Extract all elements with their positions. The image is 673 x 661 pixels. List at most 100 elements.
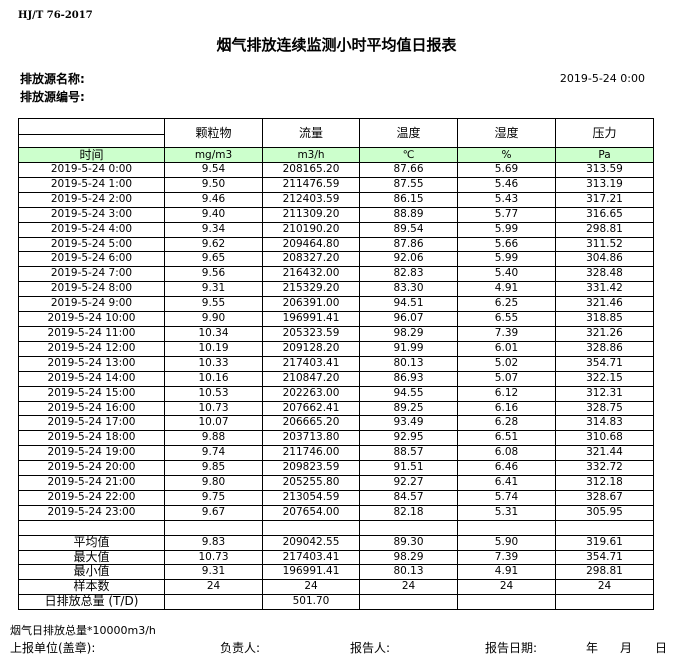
- value-cell: 9.80: [164, 475, 263, 491]
- value-cell: 91.99: [359, 340, 458, 357]
- value-cell: 305.95: [555, 504, 654, 521]
- value-cell: 10.16: [164, 370, 263, 387]
- unit-cell: %: [457, 147, 556, 163]
- value-cell: 217403.41: [262, 355, 360, 372]
- value-cell: 82.18: [359, 504, 458, 521]
- table-row: 2019-5-24 19:00 9.74 211746.00 88.57 6.08 321…: [18, 445, 654, 462]
- value-cell: 10.73: [164, 400, 263, 417]
- value-cell: 87.66: [359, 162, 458, 178]
- source-number-label: 排放源编号:: [20, 90, 85, 104]
- value-cell: 6.01: [457, 340, 556, 357]
- row-label-cell: 2019-5-24 10:00: [18, 311, 165, 327]
- value-cell: [164, 594, 263, 611]
- value-cell: 24: [164, 579, 263, 596]
- value-cell: [164, 519, 263, 536]
- value-cell: 208327.20: [262, 251, 360, 268]
- value-cell: 6.28: [457, 415, 556, 432]
- value-cell: 209042.55: [262, 534, 360, 551]
- table-row: 2019-5-24 23:00 9.67 207654.00 82.18 5.31 305…: [18, 504, 654, 521]
- value-cell: 212403.59: [262, 191, 360, 208]
- value-cell: 332.72: [555, 460, 654, 477]
- value-cell: 9.65: [164, 251, 263, 268]
- reporting-unit-label: 上报单位(盖章):: [10, 641, 96, 655]
- value-cell: 206391.00: [262, 296, 360, 313]
- value-cell: [359, 594, 458, 611]
- row-label-cell: 最小值: [18, 564, 165, 581]
- summary-row: 最小值 9.31 196991.41 80.13 4.91 298.81: [18, 564, 654, 581]
- table-row: 2019-5-24 4:00 9.34 210190.20 89.54 5.99 298.…: [18, 221, 654, 238]
- value-cell: 328.86: [555, 340, 654, 357]
- value-cell: 209128.20: [262, 340, 360, 357]
- value-cell: 4.91: [457, 281, 556, 298]
- table-row: 2019-5-24 18:00 9.88 203713.80 92.95 6.51 310…: [18, 430, 654, 447]
- value-cell: 83.30: [359, 281, 458, 298]
- value-cell: 313.59: [555, 162, 654, 178]
- value-cell: 312.18: [555, 475, 654, 491]
- row-label-cell: 2019-5-24 4:00: [18, 221, 165, 238]
- row-label-cell: 2019-5-24 17:00: [18, 415, 165, 432]
- value-cell: 5.77: [457, 206, 556, 223]
- row-label-cell: 日排放总量 (T/D): [18, 594, 165, 611]
- value-cell: 6.08: [457, 445, 556, 462]
- value-cell: 7.39: [457, 549, 556, 566]
- value-cell: 318.85: [555, 311, 654, 327]
- value-cell: 196991.41: [262, 564, 360, 581]
- value-cell: 207662.41: [262, 400, 360, 417]
- value-cell: 91.51: [359, 460, 458, 477]
- value-cell: 89.25: [359, 400, 458, 417]
- value-cell: 215329.20: [262, 281, 360, 298]
- value-cell: 94.51: [359, 296, 458, 313]
- value-cell: 210190.20: [262, 221, 360, 238]
- value-cell: 10.33: [164, 355, 263, 372]
- value-cell: 9.83: [164, 534, 263, 551]
- value-cell: 5.90: [457, 534, 556, 551]
- table-row: 2019-5-24 13:00 10.33 217403.41 80.13 5.02 35…: [18, 355, 654, 372]
- row-label-cell: 2019-5-24 21:00: [18, 475, 165, 491]
- table-row: 2019-5-24 3:00 9.40 211309.20 88.89 5.77 316.…: [18, 206, 654, 223]
- value-cell: 5.07: [457, 370, 556, 387]
- value-cell: 24: [262, 579, 360, 596]
- value-cell: 5.99: [457, 251, 556, 268]
- row-label-cell: 2019-5-24 6:00: [18, 251, 165, 268]
- value-cell: 322.15: [555, 370, 654, 387]
- value-cell: 205255.80: [262, 475, 360, 491]
- value-cell: 304.86: [555, 251, 654, 268]
- value-cell: 9.62: [164, 236, 263, 253]
- value-cell: 5.46: [457, 176, 556, 193]
- value-cell: 87.55: [359, 176, 458, 193]
- value-cell: 80.13: [359, 355, 458, 372]
- value-cell: 24: [457, 579, 556, 596]
- column-header: 颗粒物: [164, 118, 263, 148]
- value-cell: 93.49: [359, 415, 458, 432]
- value-cell: 208165.20: [262, 162, 360, 178]
- value-cell: 92.95: [359, 430, 458, 447]
- value-cell: 5.31: [457, 504, 556, 521]
- row-label-cell: 2019-5-24 1:00: [18, 176, 165, 193]
- table-row: 2019-5-24 20:00 9.85 209823.59 91.51 6.46 332…: [18, 460, 654, 477]
- value-cell: 209464.80: [262, 236, 360, 253]
- leader-label: 负责人:: [220, 641, 261, 655]
- value-cell: 5.69: [457, 162, 556, 178]
- summary-row: 日排放总量 (T/D) 501.70: [18, 594, 654, 611]
- value-cell: 24: [555, 579, 654, 596]
- report-datetime: 2019-5-24 0:00: [559, 72, 645, 85]
- value-cell: 88.57: [359, 445, 458, 462]
- value-cell: 5.66: [457, 236, 556, 253]
- value-cell: 311.52: [555, 236, 654, 253]
- table-row: 2019-5-24 22:00 9.75 213054.59 84.57 5.74 328…: [18, 489, 654, 506]
- value-cell: 6.55: [457, 311, 556, 327]
- value-cell: 316.65: [555, 206, 654, 223]
- table-row: 2019-5-24 14:00 10.16 210847.20 86.93 5.07 32…: [18, 370, 654, 387]
- standard-code: HJ/T 76-2017: [18, 10, 93, 21]
- value-cell: 5.99: [457, 221, 556, 238]
- value-cell: 9.90: [164, 311, 263, 327]
- table-row: 2019-5-24 0:00 9.54 208165.20 87.66 5.69 313.…: [18, 162, 654, 178]
- row-label-cell: 样本数: [18, 579, 165, 596]
- value-cell: 210847.20: [262, 370, 360, 387]
- value-cell: 9.46: [164, 191, 263, 208]
- table-row: 2019-5-24 16:00 10.73 207662.41 89.25 6.16 32…: [18, 400, 654, 417]
- value-cell: 354.71: [555, 355, 654, 372]
- value-cell: 10.07: [164, 415, 263, 432]
- row-label-cell: 最大值: [18, 549, 165, 566]
- row-label-cell: 2019-5-24 22:00: [18, 489, 165, 506]
